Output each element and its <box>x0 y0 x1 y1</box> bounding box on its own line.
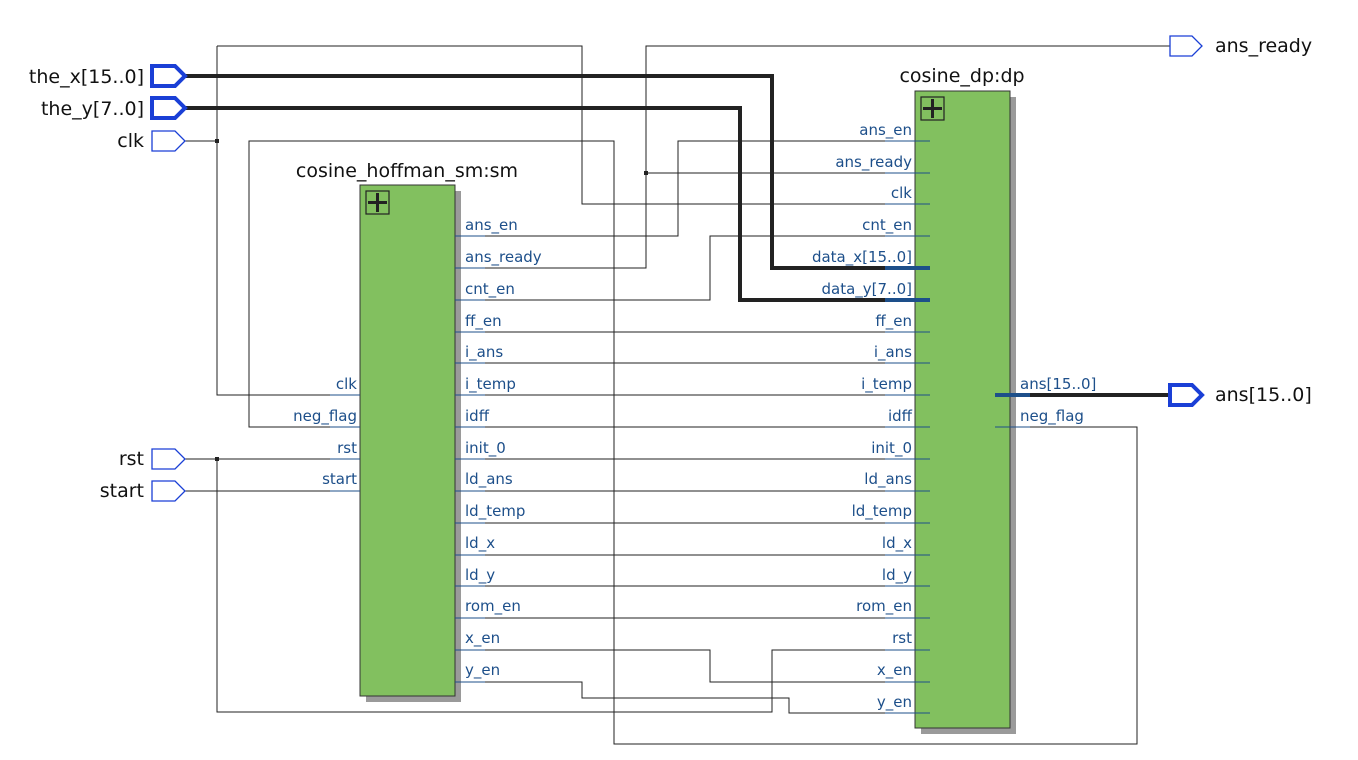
sm-port-rst: rst <box>337 439 357 457</box>
input-rst[interactable]: rst <box>119 448 186 470</box>
dp-port-data-y: data_y[7..0] <box>822 280 913 299</box>
input-the-y-label: the_y[7..0] <box>41 98 144 120</box>
input-start-label: start <box>100 480 144 502</box>
output-ans-label: ans[15..0] <box>1215 384 1312 406</box>
sm-port-rom-en: rom_en <box>465 597 521 616</box>
dp-port-y-en: y_en <box>877 693 912 712</box>
sm-port-cnt-en: cnt_en <box>465 280 515 299</box>
sm-title: cosine_hoffman_sm:sm <box>296 160 518 182</box>
dp-port-ld-temp: ld_temp <box>852 502 912 521</box>
sm-port-ff-en: ff_en <box>465 312 502 331</box>
input-the-x-label: the_x[15..0] <box>29 66 144 88</box>
dp-port-neg-flag: neg_flag <box>1020 407 1084 426</box>
dp-port-data-x: data_x[15..0] <box>812 248 912 267</box>
sm-left-ports: clk neg_flag rst start <box>293 375 357 488</box>
dp-port-ld-y: ld_y <box>882 566 912 585</box>
input-the-x[interactable]: the_x[15..0] <box>29 64 188 88</box>
wires <box>185 45 1170 745</box>
sm-port-x-en: x_en <box>465 629 500 648</box>
input-start[interactable]: start <box>100 480 186 502</box>
dp-right-ports: ans[15..0] neg_flag <box>1020 375 1096 426</box>
output-ans[interactable]: ans[15..0] <box>1168 383 1312 407</box>
dp-port-cnt-en: cnt_en <box>862 216 912 235</box>
sm-port-neg-flag: neg_flag <box>293 407 357 426</box>
buses <box>185 74 1170 397</box>
dp-port-i-ans: i_ans <box>874 343 912 362</box>
dp-port-idff: idff <box>888 407 913 425</box>
sm-port-init-0: init_0 <box>465 439 506 458</box>
sm-right-ports: ans_en ans_ready cnt_en ff_en i_ans i_te… <box>465 216 542 680</box>
sm-port-i-temp: i_temp <box>465 375 516 394</box>
dp-port-ans-en: ans_en <box>859 121 912 140</box>
dp-title: cosine_dp:dp <box>899 65 1024 87</box>
sm-port-ld-x: ld_x <box>465 534 495 553</box>
sm-port-ans-en: ans_en <box>465 216 518 235</box>
sm-port-i-ans: i_ans <box>465 343 503 362</box>
input-clk-label: clk <box>117 130 144 152</box>
pin-stubs <box>330 140 1030 714</box>
dp-port-ff-en: ff_en <box>875 312 912 331</box>
sm-port-ans-ready: ans_ready <box>465 248 542 267</box>
sm-port-start: start <box>322 470 357 488</box>
sm-port-ld-ans: ld_ans <box>465 470 513 489</box>
output-ans-ready[interactable]: ans_ready <box>1169 35 1312 57</box>
dp-port-init-0: init_0 <box>871 439 912 458</box>
sm-port-ld-temp: ld_temp <box>465 502 525 521</box>
sm-block[interactable]: cosine_hoffman_sm:sm <box>296 160 518 702</box>
sm-expand-icon[interactable] <box>365 190 390 215</box>
dp-port-i-temp: i_temp <box>861 375 912 394</box>
dp-port-rst: rst <box>892 629 912 647</box>
sm-port-clk: clk <box>336 375 357 393</box>
sm-port-y-en: y_en <box>465 661 500 680</box>
dp-expand-icon[interactable] <box>920 96 945 121</box>
dp-port-ld-ans: ld_ans <box>864 470 912 489</box>
sm-port-idff: idff <box>465 407 490 425</box>
sm-port-ld-y: ld_y <box>465 566 495 585</box>
dp-port-ans: ans[15..0] <box>1020 375 1096 393</box>
dp-block[interactable]: cosine_dp:dp <box>899 65 1025 734</box>
dp-port-ans-ready: ans_ready <box>835 153 912 172</box>
input-the-y[interactable]: the_y[7..0] <box>41 96 188 120</box>
output-ans-ready-label: ans_ready <box>1215 35 1312 57</box>
dp-port-x-en: x_en <box>877 661 912 680</box>
input-clk[interactable]: clk <box>117 130 186 152</box>
dp-left-ports: ans_en ans_ready clk cnt_en data_x[15..0… <box>812 121 913 712</box>
dp-port-ld-x: ld_x <box>882 534 912 553</box>
input-rst-label: rst <box>119 448 144 470</box>
dp-port-clk: clk <box>891 184 912 202</box>
dp-port-rom-en: rom_en <box>856 597 912 616</box>
